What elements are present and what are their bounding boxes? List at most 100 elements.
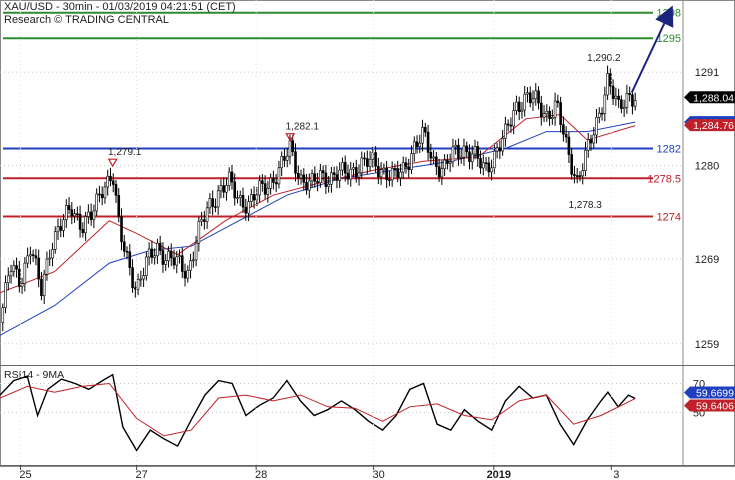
candle-body [53,231,57,250]
candle-body [106,175,110,188]
candle-body [136,279,140,290]
candle-body [457,144,460,159]
candle-body [9,271,13,277]
candle-body [377,165,380,178]
candle-body [310,173,314,182]
candle-body [426,131,430,153]
candle-body [194,242,198,261]
candle-body [40,278,43,296]
candle-body [214,206,217,208]
candle-body [539,102,543,118]
price-price-label: 1,288.04 [693,92,734,104]
level-label-1278.5: 1278.5 [647,173,681,185]
candle-body [255,194,259,201]
price-tick-label: 1259 [695,339,719,351]
candle-body [128,251,132,268]
candle-body [437,166,441,178]
candle-body [122,241,126,252]
time-tick-label: 3 [613,469,619,480]
candle-body [429,152,433,159]
candle-body [250,194,253,202]
chart-frame [0,0,735,467]
candle-body [142,275,145,280]
peak-label: 1,279.1 [108,147,142,158]
candle-body [446,159,449,164]
candle-body [236,197,239,199]
candle-body [156,242,159,257]
candle-body [192,259,195,262]
candle-body [269,177,272,189]
chart-title: XAU/USD - 30min - 01/03/2019 04:21:51 (C… [4,1,236,13]
candle-body [285,155,289,161]
candle-body [424,126,427,133]
candle-body [26,255,29,264]
candle-body [542,113,546,118]
peak-marker [107,158,118,168]
rsi-value-box [684,386,735,399]
candle-body [164,260,168,265]
candle-body [150,248,154,258]
candle-body [366,158,369,167]
candle-body [628,92,631,95]
candle-body [374,152,377,167]
candle-body [418,142,422,147]
candle-body [153,255,156,258]
candle-body [479,158,482,169]
candle-body [305,182,308,191]
candle-body [89,211,93,220]
candle-body [581,170,585,177]
candle-body [495,147,499,152]
candle-body [296,172,300,179]
candle-body [111,180,115,185]
candle-body [20,283,24,287]
candle-body [280,156,283,169]
candle-body [412,141,416,154]
candle-body [186,269,190,279]
candle-body [134,287,137,290]
candle-body [562,124,565,135]
candle-body [363,157,366,160]
price-ma_fast-label: 1,284.76 [693,120,734,132]
candle-body [120,216,123,243]
candle-body [553,100,557,118]
candle-body [294,151,297,174]
candle-body [573,174,576,176]
candle-body [197,220,201,244]
candle-body [404,162,408,168]
time-tick-label: 28 [255,469,267,480]
candle-body [504,123,507,139]
candle-body [526,92,529,95]
time-tick-label: 25 [19,469,31,480]
candle-body [67,205,71,211]
candle-body [56,226,60,233]
candle-body [313,173,317,182]
candle-body [390,168,394,181]
candle-body [139,278,143,281]
level-label-1282: 1282 [657,144,681,156]
candle-body [382,167,386,171]
candle-body [440,168,444,178]
price-price-box [684,91,735,104]
candle-body [465,145,469,153]
candle-body [509,124,513,127]
candle-body [343,162,347,174]
high-label: 1,290.2 [587,53,621,64]
candle-body [622,106,626,109]
candle-body [247,201,250,214]
price-tick-label: 1291 [695,67,719,79]
candle-body [252,194,256,201]
candle-body [523,93,527,111]
time-tick-label: 27 [135,469,147,480]
rsi-value-box [684,399,735,412]
candle-body [131,267,134,288]
candle-body [597,112,601,118]
candle-body [37,257,40,280]
candle-body [272,177,275,183]
candle-body [435,156,438,167]
level-label-1295: 1295 [657,33,681,45]
candle-body [512,110,515,127]
candle-body [349,168,353,180]
candle-body [484,162,488,165]
candle-body [476,146,480,159]
